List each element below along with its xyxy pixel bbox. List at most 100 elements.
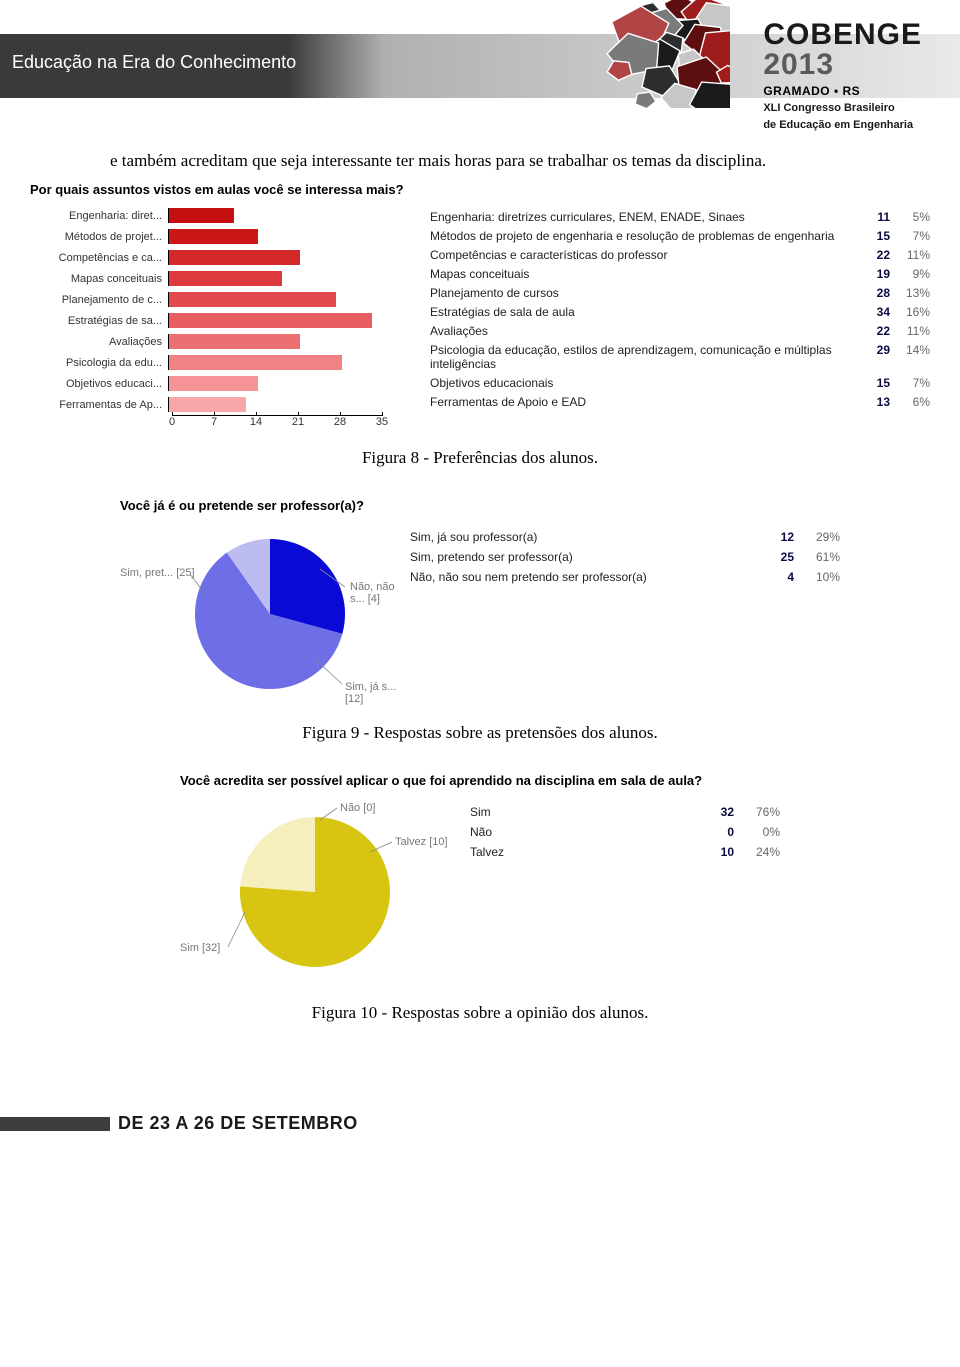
chart1-bar	[168, 250, 300, 265]
chart3-title: Você acredita ser possível aplicar o que…	[180, 773, 780, 788]
chart1-tick: 14	[250, 416, 262, 428]
chart1-bar-label: Objetivos educaci...	[30, 378, 168, 390]
chart1: Engenharia: diret... Métodos de projet...…	[30, 205, 930, 434]
chart1-legend-pct: 11%	[890, 248, 930, 262]
chart1-legend-label: Competências e características do profes…	[430, 248, 860, 262]
figure-9-caption: Figura 9 - Respostas sobre as pretensões…	[0, 723, 960, 743]
chart1-plot-area: Engenharia: diret... Métodos de projet...…	[30, 205, 410, 434]
chart1-row: Ferramentas de Ap...	[30, 394, 410, 415]
chart1-legend-count: 34	[860, 305, 890, 319]
chart1-legend-label: Ferramentas de Apoio e EAD	[430, 395, 860, 409]
chart2-callout: Não, não s... [4]	[350, 581, 410, 605]
chart2-section: Você já é ou pretende ser professor(a)? …	[120, 498, 840, 709]
chart3-legend-row: Talvez1024%	[470, 842, 780, 862]
logo-subtitle-1: XLI Congresso Brasileiro	[763, 102, 922, 115]
chart2-title: Você já é ou pretende ser professor(a)?	[120, 498, 840, 513]
logo-location: GRAMADO • RS	[763, 84, 922, 98]
chart3-legend: Sim3276%Não00%Talvez1024%	[470, 802, 780, 862]
page-header: Educação na Era do Conhecimento COBENGE …	[0, 0, 960, 126]
chart1-legend-pct: 11%	[890, 324, 930, 338]
chart3-legend-row: Sim3276%	[470, 802, 780, 822]
chart1-bar	[168, 376, 258, 391]
figure-8-caption: Figura 8 - Preferências dos alunos.	[0, 448, 960, 468]
header-tagline: Educação na Era do Conhecimento	[12, 52, 296, 73]
chart1-bar-label: Mapas conceituais	[30, 273, 168, 285]
chart1-legend-row: Métodos de projeto de engenharia e resol…	[430, 226, 930, 245]
chart3-legend-pct: 76%	[734, 805, 780, 819]
chart1-legend-label: Engenharia: diretrizes curriculares, ENE…	[430, 210, 860, 224]
chart1-row: Engenharia: diret...	[30, 205, 410, 226]
chart1-legend-row: Avaliações2211%	[430, 321, 930, 340]
chart1-bar	[168, 292, 336, 307]
chart1-row: Avaliações	[30, 331, 410, 352]
chart1-row: Estratégias de sa...	[30, 310, 410, 331]
chart1-bar-label: Psicologia da edu...	[30, 357, 168, 369]
chart1-tick: 28	[334, 416, 346, 428]
chart3-legend-label: Sim	[470, 805, 698, 819]
chart3-callout: Sim [32]	[180, 942, 220, 954]
chart1-row: Métodos de projet...	[30, 226, 410, 247]
chart2-callout: Sim, pret... [25]	[120, 567, 195, 579]
chart1-legend-label: Planejamento de cursos	[430, 286, 860, 300]
chart3-legend-label: Talvez	[470, 845, 698, 859]
chart1-bar-label: Métodos de projet...	[30, 231, 168, 243]
chart1-legend-row: Competências e características do profes…	[430, 245, 930, 264]
intro-paragraph: e também acreditam que seja interessante…	[110, 150, 850, 172]
chart1-legend-count: 29	[860, 343, 890, 357]
chart1-row: Mapas conceituais	[30, 268, 410, 289]
chart1-tick: 0	[169, 416, 175, 428]
chart1-tick: 7	[211, 416, 217, 428]
chart1-row: Planejamento de c...	[30, 289, 410, 310]
chart2-legend-pct: 29%	[794, 530, 840, 544]
chart1-tick: 21	[292, 416, 304, 428]
chart1-legend-count: 13	[860, 395, 890, 409]
chart3-legend-pct: 0%	[734, 825, 780, 839]
chart1-legend-row: Planejamento de cursos2813%	[430, 283, 930, 302]
chart1-bar	[168, 397, 246, 412]
chart1-legend-label: Mapas conceituais	[430, 267, 860, 281]
chart1-row: Objetivos educaci...	[30, 373, 410, 394]
chart2-legend-pct: 10%	[794, 570, 840, 584]
chart2-legend-row: Sim, pretendo ser professor(a)2561%	[410, 547, 840, 567]
chart1-legend-label: Objetivos educacionais	[430, 376, 860, 390]
chart2-legend-row: Não, não sou nem pretendo ser professor(…	[410, 567, 840, 587]
header-logo-block: COBENGE 2013 GRAMADO • RS XLI Congresso …	[763, 20, 922, 132]
chart1-bar	[168, 313, 372, 328]
chart3-section: Você acredita ser possível aplicar o que…	[180, 773, 780, 989]
chart1-bar	[168, 334, 300, 349]
chart1-title: Por quais assuntos vistos em aulas você …	[30, 182, 960, 197]
chart1-bar-label: Planejamento de c...	[30, 294, 168, 306]
logo-year: 2013	[763, 50, 834, 80]
chart3-legend-count: 32	[698, 805, 734, 819]
chart3-legend-label: Não	[470, 825, 698, 839]
chart1-legend-count: 19	[860, 267, 890, 281]
chart1-legend-row: Psicologia da educação, estilos de apren…	[430, 340, 930, 373]
chart2-pie-area: Sim, pret... [25] Não, não s... [4] Sim, j…	[120, 519, 410, 709]
chart1-legend-table: Engenharia: diretrizes curriculares, ENE…	[430, 207, 930, 411]
header-voronoi-art	[530, 0, 730, 108]
chart1-x-axis: 0 7 14 21 28 35	[172, 416, 410, 434]
chart1-bar	[168, 271, 282, 286]
chart3-callout: Não [0]	[340, 802, 375, 814]
chart1-legend-label: Métodos de projeto de engenharia e resol…	[430, 229, 860, 243]
logo-name: COBENGE	[763, 18, 922, 51]
chart1-legend-count: 15	[860, 229, 890, 243]
chart3-legend-count: 0	[698, 825, 734, 839]
chart1-legend-count: 11	[860, 210, 890, 224]
chart1-legend-pct: 14%	[890, 343, 930, 357]
chart1-legend-pct: 9%	[890, 267, 930, 281]
chart1-legend-count: 15	[860, 376, 890, 390]
chart1-legend-row: Objetivos educacionais157%	[430, 373, 930, 392]
chart1-tick: 35	[376, 416, 388, 428]
chart3-callout: Talvez [10]	[395, 836, 448, 848]
chart3-legend-pct: 24%	[734, 845, 780, 859]
chart1-bar-label: Engenharia: diret...	[30, 210, 168, 222]
chart3-legend-row: Não00%	[470, 822, 780, 842]
chart1-legend-count: 28	[860, 286, 890, 300]
chart2-callout: Sim, já s... [12]	[345, 681, 410, 705]
chart2-legend-label: Sim, já sou professor(a)	[410, 530, 758, 544]
chart1-legend-row: Ferramentas de Apoio e EAD136%	[430, 392, 930, 411]
chart1-legend-pct: 5%	[890, 210, 930, 224]
page-footer: DE 23 A 26 DE SETEMBRO	[0, 1113, 960, 1134]
chart1-legend-label: Estratégias de sala de aula	[430, 305, 860, 319]
